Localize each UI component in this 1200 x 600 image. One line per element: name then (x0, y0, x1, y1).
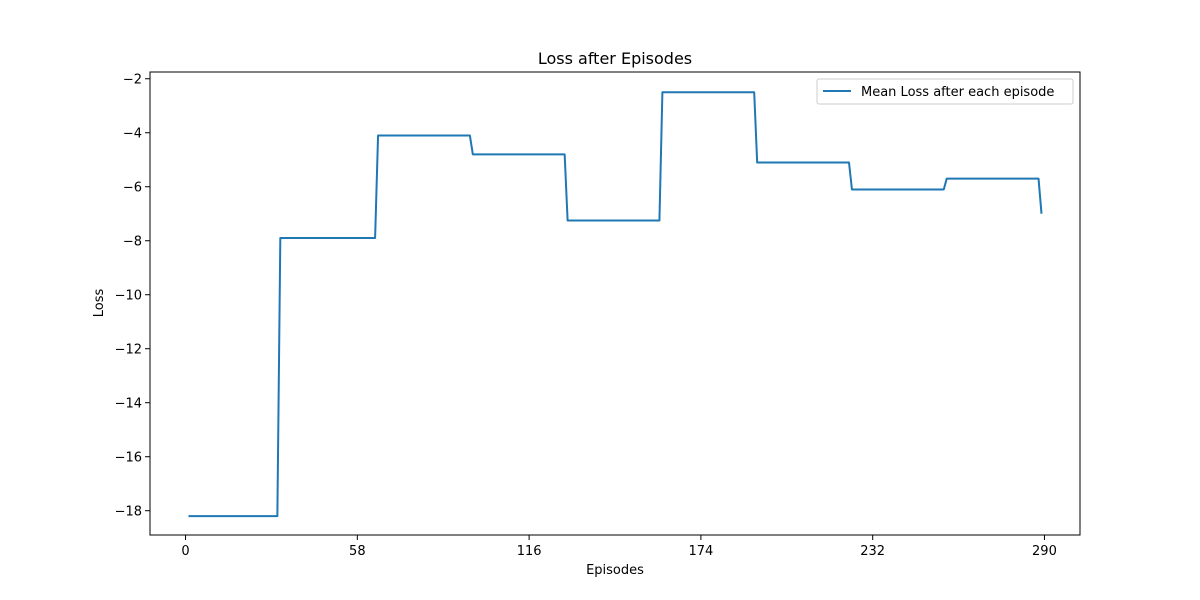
y-tick-label: −6 (123, 181, 142, 196)
x-tick-label: 58 (349, 544, 366, 559)
y-axis: −18 −16 −14 −12 −10 −8 −6 −4 −2 (115, 73, 150, 520)
y-tick-label: −8 (123, 235, 142, 250)
legend-box (816, 78, 1074, 105)
series-line-0 (188, 91, 1043, 518)
y-tick-label: −14 (115, 397, 142, 412)
legend-label: Mean Loss after each episode (861, 85, 1054, 100)
y-tick-label: −12 (115, 343, 142, 358)
x-tick-label: 0 (181, 544, 189, 559)
y-tick-label: −10 (115, 289, 142, 304)
x-tick-label: 232 (860, 544, 885, 559)
y-tick-label: −18 (115, 505, 142, 520)
y-tick-label: −4 (123, 127, 142, 142)
y-axis-label: Loss (92, 289, 107, 318)
x-axis-label: Episodes (586, 563, 644, 578)
legend: Mean Loss after each episode (816, 78, 1074, 105)
x-tick-label: 116 (517, 544, 542, 559)
x-tick-label: 174 (688, 544, 713, 559)
axes-frame (149, 71, 1081, 536)
chart-title: Loss after Episodes (538, 49, 692, 68)
x-axis: 0 58 116 174 232 290 (181, 535, 1057, 559)
x-tick-label: 290 (1032, 544, 1057, 559)
y-tick-label: −2 (123, 73, 142, 88)
plot-area (188, 91, 1043, 518)
y-tick-label: −16 (115, 451, 142, 466)
